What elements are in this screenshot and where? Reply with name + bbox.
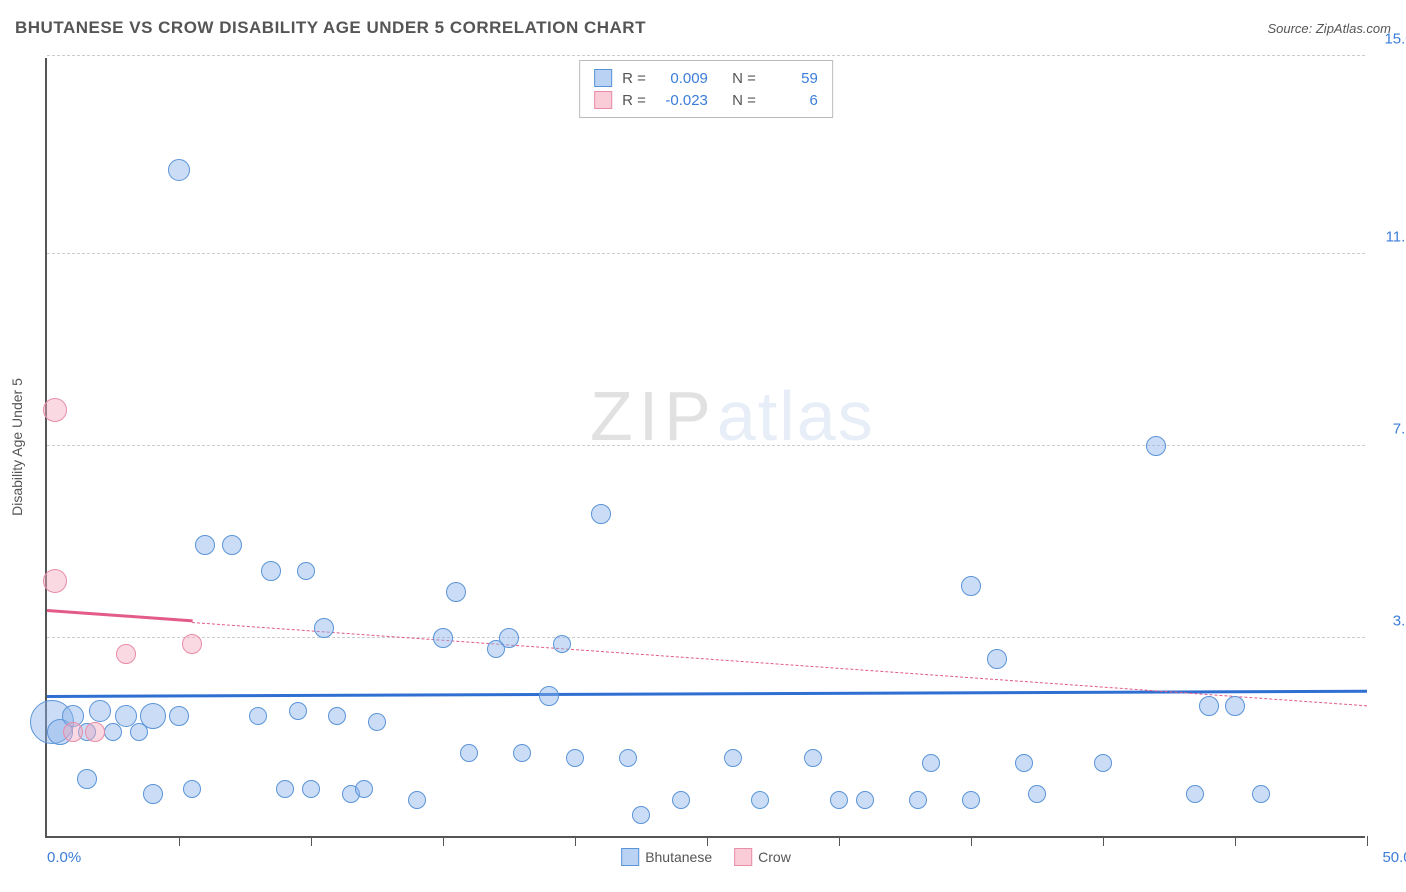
swatch-icon — [734, 848, 752, 866]
data-point — [276, 780, 294, 798]
legend-item: Crow — [734, 848, 791, 866]
x-axis-max-label: 50.0% — [1382, 849, 1406, 866]
n-value: 6 — [766, 92, 818, 109]
data-point — [961, 576, 981, 596]
n-value: 59 — [766, 70, 818, 87]
data-point — [1015, 754, 1033, 772]
data-point — [408, 791, 426, 809]
x-tick — [707, 836, 708, 846]
data-point — [446, 582, 466, 602]
x-tick — [1235, 836, 1236, 846]
x-tick — [311, 836, 312, 846]
stats-row: R = -0.023 N = 6 — [594, 89, 818, 111]
swatch-icon — [594, 69, 612, 87]
data-point — [355, 780, 373, 798]
legend: Bhutanese Crow — [621, 848, 791, 866]
x-tick — [443, 836, 444, 846]
data-point — [591, 504, 611, 524]
data-point — [1199, 696, 1219, 716]
data-point — [289, 702, 307, 720]
data-point — [499, 628, 519, 648]
gridline — [47, 445, 1365, 446]
data-point — [1028, 785, 1046, 803]
data-point — [43, 398, 67, 422]
gridline — [47, 637, 1365, 638]
data-point — [566, 749, 584, 767]
trend-line — [47, 609, 192, 622]
data-point — [302, 780, 320, 798]
x-tick — [1103, 836, 1104, 846]
data-point — [909, 791, 927, 809]
data-point — [168, 159, 190, 181]
y-axis-title: Disability Age Under 5 — [9, 378, 25, 516]
scatter-plot: ZIPatlas Disability Age Under 5 0.0% 50.… — [45, 58, 1365, 838]
gridline — [47, 253, 1365, 254]
data-point — [553, 635, 571, 653]
header: BHUTANESE VS CROW DISABILITY AGE UNDER 5… — [15, 18, 1391, 38]
data-point — [222, 535, 242, 555]
y-tick-label: 3.8% — [1372, 613, 1406, 630]
data-point — [856, 791, 874, 809]
data-point — [183, 780, 201, 798]
data-point — [297, 562, 315, 580]
data-point — [830, 791, 848, 809]
data-point — [249, 707, 267, 725]
data-point — [1225, 696, 1245, 716]
x-axis-min-label: 0.0% — [47, 849, 81, 866]
data-point — [1252, 785, 1270, 803]
data-point — [672, 791, 690, 809]
data-point — [724, 749, 742, 767]
x-tick — [839, 836, 840, 846]
data-point — [962, 791, 980, 809]
correlation-stats-box: R = 0.009 N = 59 R = -0.023 N = 6 — [579, 60, 833, 118]
chart-title: BHUTANESE VS CROW DISABILITY AGE UNDER 5… — [15, 18, 646, 38]
gridline — [47, 55, 1365, 56]
data-point — [182, 634, 202, 654]
data-point — [89, 700, 111, 722]
data-point — [987, 649, 1007, 669]
data-point — [63, 722, 83, 742]
data-point — [619, 749, 637, 767]
x-tick — [1367, 836, 1368, 846]
data-point — [195, 535, 215, 555]
data-point — [433, 628, 453, 648]
r-value: -0.023 — [656, 92, 708, 109]
data-point — [116, 644, 136, 664]
data-point — [43, 569, 67, 593]
data-point — [261, 561, 281, 581]
y-tick-label: 15.0% — [1372, 31, 1406, 48]
data-point — [140, 703, 166, 729]
stats-row: R = 0.009 N = 59 — [594, 67, 818, 89]
x-tick — [971, 836, 972, 846]
data-point — [460, 744, 478, 762]
legend-item: Bhutanese — [621, 848, 712, 866]
data-point — [85, 722, 105, 742]
swatch-icon — [594, 91, 612, 109]
data-point — [77, 769, 97, 789]
data-point — [632, 806, 650, 824]
watermark: ZIPatlas — [590, 376, 875, 456]
r-value: 0.009 — [656, 70, 708, 87]
data-point — [328, 707, 346, 725]
x-tick — [575, 836, 576, 846]
data-point — [143, 784, 163, 804]
data-point — [751, 791, 769, 809]
swatch-icon — [621, 848, 639, 866]
data-point — [1094, 754, 1112, 772]
y-tick-label: 11.2% — [1372, 228, 1406, 245]
data-point — [314, 618, 334, 638]
data-point — [1146, 436, 1166, 456]
data-point — [169, 706, 189, 726]
data-point — [804, 749, 822, 767]
data-point — [922, 754, 940, 772]
data-point — [513, 744, 531, 762]
data-point — [1186, 785, 1204, 803]
data-point — [368, 713, 386, 731]
x-tick — [179, 836, 180, 846]
y-tick-label: 7.5% — [1372, 421, 1406, 438]
legend-label: Bhutanese — [645, 849, 712, 865]
legend-label: Crow — [758, 849, 791, 865]
data-point — [539, 686, 559, 706]
